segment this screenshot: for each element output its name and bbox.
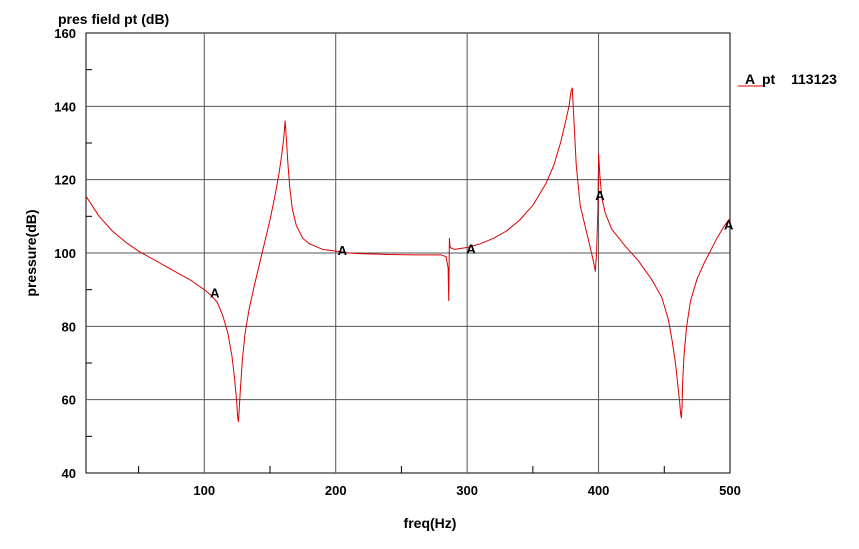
series-line-pt xyxy=(85,87,731,423)
y-tick-label: 60 xyxy=(62,393,76,408)
y-tick-label: 80 xyxy=(62,319,76,334)
curve-marker-label: A xyxy=(466,241,476,256)
x-axis-ticks: 100 200 300 400 500 xyxy=(193,483,740,498)
y-tick-label: 120 xyxy=(54,173,76,188)
x-tick-label: 300 xyxy=(456,483,478,498)
grid xyxy=(86,33,730,473)
x-axis-label: freq(Hz) xyxy=(404,515,457,531)
y-axis-ticks: 40 60 80 100 120 140 160 xyxy=(54,26,76,481)
x-tick-label: 200 xyxy=(325,483,347,498)
y-tick-label: 140 xyxy=(54,99,76,114)
chart-title: pres field pt (dB) xyxy=(58,11,169,27)
y-tick-label: 40 xyxy=(62,466,76,481)
legend-marker: A xyxy=(745,71,755,87)
marker-layer: A A A A A xyxy=(210,188,734,300)
curve-marker-label: A xyxy=(595,188,605,203)
y-tick-label: 160 xyxy=(54,26,76,41)
x-tick-label: 400 xyxy=(588,483,610,498)
legend-series-name: pt xyxy=(762,71,776,87)
curve-marker-label: A xyxy=(210,285,220,300)
x-tick-label: 100 xyxy=(193,483,215,498)
x-tick-label: 500 xyxy=(719,483,741,498)
y-tick-label: 100 xyxy=(54,246,76,261)
curve-marker-label: A xyxy=(724,218,734,233)
legend-series-id: 113123 xyxy=(791,71,837,87)
minor-ticks xyxy=(86,69,665,473)
curve-marker-label: A xyxy=(338,243,348,258)
series-layer xyxy=(85,87,731,423)
y-axis-label: pressure(dB) xyxy=(23,209,39,296)
legend: A pt 113123 xyxy=(738,71,837,87)
